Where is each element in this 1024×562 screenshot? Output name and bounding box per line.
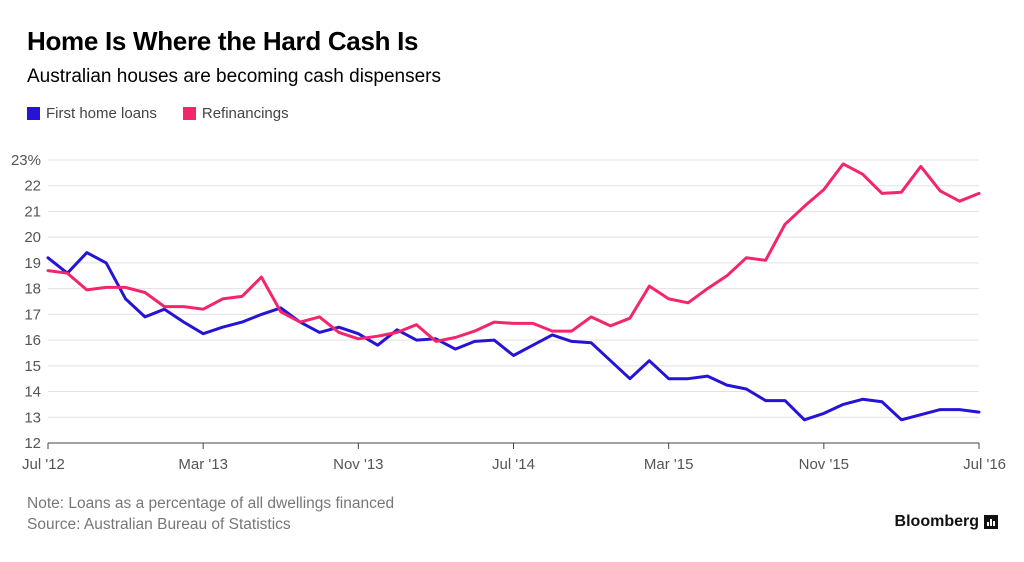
- y-tick-label: 14: [24, 384, 41, 401]
- series-line-first-home-loans: [46, 251, 981, 422]
- chart-title: Home Is Where the Hard Cash Is: [27, 26, 419, 56]
- x-tick-label: Mar '13: [178, 456, 228, 473]
- y-tick-label: 17: [24, 306, 41, 323]
- footer: Note: Loans as a percentage of all dwell…: [27, 493, 394, 535]
- chart-subtitle: Australian houses are becoming cash disp…: [27, 66, 442, 87]
- legend-item-first-home-loans: First home loans: [27, 105, 157, 122]
- brand-name: Bloomberg: [894, 513, 979, 530]
- x-tick-label: Mar '15: [644, 456, 694, 473]
- bloomberg-logo: Bloomberg: [895, 513, 998, 531]
- y-tick-label: 22: [24, 178, 41, 195]
- y-tick-label: 15: [24, 358, 41, 375]
- x-tick-label: Nov '15: [799, 456, 849, 473]
- x-tick-label: Jul '12: [22, 456, 65, 473]
- source-line: Source: Australian Bureau of Statistics: [27, 516, 291, 533]
- y-tick-label: 21: [24, 203, 41, 220]
- legend-swatch-first-home-loans: [27, 107, 40, 120]
- footnote: Note: Loans as a percentage of all dwell…: [27, 495, 395, 512]
- legend: First home loans Refinancings: [27, 105, 315, 122]
- y-tick-label: 19: [24, 255, 41, 272]
- y-tick-label: 23%: [11, 152, 41, 169]
- x-tick-label: Jul '16: [963, 456, 1006, 473]
- x-tick-label: Nov '13: [333, 456, 383, 473]
- legend-label-refinancings: Refinancings: [201, 105, 289, 122]
- y-tick-label: 20: [24, 229, 41, 246]
- bloomberg-chart-icon: [984, 515, 998, 529]
- y-tick-label: 13: [24, 409, 41, 426]
- legend-label-first-home-loans: First home loans: [46, 105, 157, 122]
- legend-swatch-refinancings: [182, 107, 196, 120]
- y-tick-label: 16: [24, 332, 41, 349]
- x-tick-label: Jul '14: [492, 456, 535, 473]
- legend-item-refinancings: Refinancings: [182, 105, 289, 122]
- y-tick-label: 12: [24, 435, 41, 452]
- series-line-refinancings: [46, 162, 981, 343]
- y-tick-label: 18: [24, 281, 41, 298]
